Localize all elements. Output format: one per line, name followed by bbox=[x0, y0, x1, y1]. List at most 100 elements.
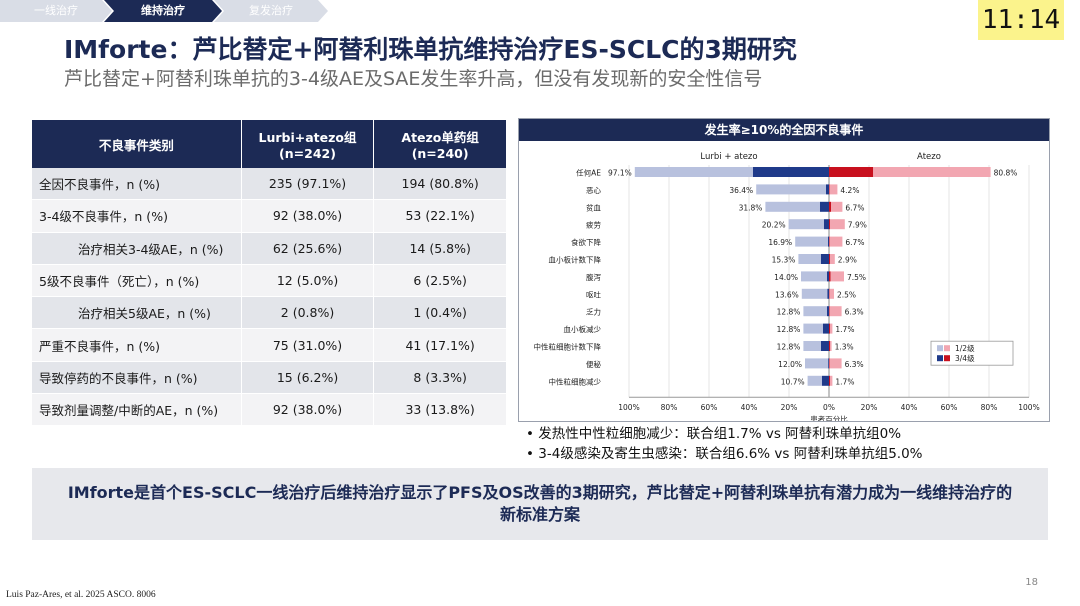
category-label: 恶心 bbox=[586, 186, 601, 195]
legend-label: 1/2级 bbox=[955, 343, 975, 353]
category-label: 血小板计数下降 bbox=[549, 255, 602, 265]
legend-swatch-lurbi-grade34 bbox=[937, 355, 943, 362]
value-label-atezo: 2.5% bbox=[837, 290, 856, 299]
page-subtitle: 芦比替定+阿替利珠单抗的3-4级AE及SAE发生率升高，但没有发现新的安全性信号 bbox=[64, 68, 763, 90]
bullet-item: • 发热性中性粒细胞减少：联合组1.7% vs 阿替利珠单抗组0% bbox=[526, 426, 902, 442]
value-label-atezo: 6.3% bbox=[845, 308, 864, 317]
bar-atezo-grade12 bbox=[830, 375, 833, 386]
bar-atezo-grade12 bbox=[829, 288, 834, 299]
legend-swatch-atezo-grade12 bbox=[944, 345, 950, 352]
value-label-atezo: 1.7% bbox=[835, 377, 854, 386]
x-axis-label: 患者百分比 bbox=[810, 414, 848, 421]
conclusion-banner: IMforte是首个ES-SCLC一线治疗后维持治疗显示了PFS及OS改善的3期… bbox=[32, 468, 1048, 540]
bar-lurbi-grade34 bbox=[822, 375, 829, 386]
bar-lurbi-grade34 bbox=[823, 323, 829, 334]
bullet-text: 发热性中性粒细胞减少：联合组1.7% vs 阿替利珠单抗组0% bbox=[538, 426, 902, 442]
bar-lurbi-grade34 bbox=[821, 341, 829, 351]
table-row: 3-4级不良事件，n (%) 92 (38.0%) 53 (22.1%) bbox=[32, 199, 506, 233]
bullet-text: 3-4级感染及寄生虫感染：联合组6.6% vs 阿替利珠单抗组5.0% bbox=[538, 446, 923, 462]
page-title: IMforte：芦比替定+阿替利珠单抗维持治疗ES-SCLC的3期研究 bbox=[64, 35, 797, 64]
bar-lurbi-grade34 bbox=[821, 254, 829, 264]
bar-atezo-grade34 bbox=[829, 306, 830, 317]
table-row: 导致剂量调整/中断的AE，n (%) 92 (38.0%) 33 (13.8%) bbox=[32, 393, 506, 427]
bar-atezo-grade34 bbox=[829, 375, 830, 386]
table-row: 治疗相关5级AE，n (%) 2 (0.8%) 1 (0.4%) bbox=[32, 296, 506, 330]
x-tick-label: 40% bbox=[741, 403, 758, 412]
legend-swatch-atezo-grade34 bbox=[944, 355, 950, 362]
bar-atezo-grade34 bbox=[829, 341, 830, 351]
category-label: 呕吐 bbox=[586, 290, 601, 299]
bar-atezo-grade34 bbox=[829, 358, 830, 369]
bar-lurbi-grade12 bbox=[801, 288, 828, 299]
category-label: 疲劳 bbox=[586, 220, 601, 230]
row-label: 3-4级不良事件，n (%) bbox=[32, 199, 242, 233]
bar-atezo-grade12 bbox=[873, 167, 991, 177]
row-value-mono: 33 (13.8%) bbox=[373, 393, 506, 427]
bar-atezo-grade12 bbox=[829, 184, 838, 195]
row-value-combo: 62 (25.6%) bbox=[241, 232, 375, 265]
value-label-lurbi: 12.0% bbox=[778, 360, 802, 369]
table-row: 治疗相关3-4级AE，n (%) 62 (25.6%) 14 (5.8%) bbox=[32, 232, 506, 265]
category-label: 乏力 bbox=[586, 307, 601, 317]
bullet-item: • 3-4级感染及寄生虫感染：联合组6.6% vs 阿替利珠单抗组5.0% bbox=[526, 446, 923, 462]
row-label: 5级不良事件（死亡），n (%) bbox=[32, 264, 242, 298]
bar-atezo-grade12 bbox=[830, 323, 833, 334]
bar-lurbi-grade12 bbox=[634, 167, 753, 177]
bar-atezo-grade12 bbox=[830, 219, 845, 230]
value-label-lurbi: 14.0% bbox=[774, 273, 798, 282]
value-label-atezo: 4.2% bbox=[840, 186, 859, 195]
x-tick-label: 80% bbox=[661, 403, 678, 412]
bar-lurbi-grade34 bbox=[827, 306, 829, 317]
value-label-lurbi: 12.8% bbox=[777, 343, 801, 352]
bar-lurbi-grade12 bbox=[798, 254, 821, 264]
bar-atezo-grade12 bbox=[831, 201, 843, 212]
bar-lurbi-grade34 bbox=[827, 271, 829, 282]
row-label: 严重不良事件，n (%) bbox=[32, 328, 242, 362]
tab-first-line[interactable]: 一线治疗 bbox=[0, 0, 112, 22]
table-header-combo: Lurbi+atezo组 (n=242) bbox=[241, 120, 375, 168]
bar-lurbi-grade34 bbox=[820, 201, 829, 212]
ae-butterfly-chart: Lurbi + atezo Atezo 任何AE 97.1% 80.8% 恶心 36.4% 4… bbox=[534, 152, 1040, 421]
bar-lurbi-grade12 bbox=[795, 236, 828, 247]
value-label-atezo: 6.3% bbox=[845, 360, 864, 369]
row-value-combo: 92 (38.0%) bbox=[241, 199, 375, 233]
row-value-combo: 15 (6.2%) bbox=[241, 361, 375, 395]
row-value-combo: 2 (0.8%) bbox=[241, 296, 375, 330]
value-label-lurbi: 13.6% bbox=[775, 290, 799, 299]
bar-lurbi-grade12 bbox=[805, 358, 829, 369]
value-label-lurbi: 10.7% bbox=[781, 377, 805, 386]
bar-lurbi-grade12 bbox=[765, 201, 820, 212]
tab-maintenance[interactable]: 维持治疗 bbox=[104, 0, 222, 22]
row-value-combo: 75 (31.0%) bbox=[241, 328, 375, 362]
row-value-mono: 194 (80.8%) bbox=[373, 168, 506, 201]
page-number: 18 bbox=[1025, 577, 1038, 588]
category-label: 任何AE bbox=[576, 168, 601, 178]
value-label-atezo: 6.7% bbox=[845, 203, 864, 212]
bar-lurbi-grade12 bbox=[807, 375, 822, 386]
bar-lurbi-grade34 bbox=[753, 167, 829, 177]
citation: Luis Paz-Ares, et al. 2025 ASCO. 8006 bbox=[6, 590, 156, 600]
bar-atezo-grade34 bbox=[829, 254, 830, 264]
value-label-atezo: 80.8% bbox=[994, 169, 1018, 178]
row-value-mono: 14 (5.8%) bbox=[373, 232, 506, 265]
bar-atezo-grade34 bbox=[829, 219, 830, 230]
tab-relapse[interactable]: 复发治疗 bbox=[214, 0, 328, 22]
bar-lurbi-grade34 bbox=[824, 219, 829, 230]
x-tick-label: 60% bbox=[701, 403, 718, 412]
table-row: 导致停药的不良事件，n (%) 15 (6.2%) 8 (3.3%) bbox=[32, 361, 506, 395]
row-label: 治疗相关3-4级AE，n (%) bbox=[32, 232, 242, 265]
bar-lurbi-grade34 bbox=[828, 358, 829, 369]
legend-swatch-lurbi-grade12 bbox=[937, 345, 943, 352]
row-value-mono: 41 (17.1%) bbox=[373, 328, 506, 362]
row-value-combo: 92 (38.0%) bbox=[241, 393, 375, 427]
x-tick-label: 20% bbox=[861, 403, 878, 412]
bar-atezo-grade34 bbox=[829, 236, 830, 247]
value-label-lurbi: 20.2% bbox=[762, 221, 786, 230]
bar-lurbi-grade12 bbox=[788, 219, 824, 230]
x-tick-label: 40% bbox=[901, 403, 918, 412]
category-label: 食欲下降 bbox=[571, 237, 601, 247]
bar-atezo-grade12 bbox=[830, 254, 835, 264]
bar-lurbi-grade12 bbox=[803, 323, 823, 334]
bar-atezo-grade34 bbox=[829, 323, 830, 334]
x-tick-label: 0% bbox=[823, 403, 835, 412]
